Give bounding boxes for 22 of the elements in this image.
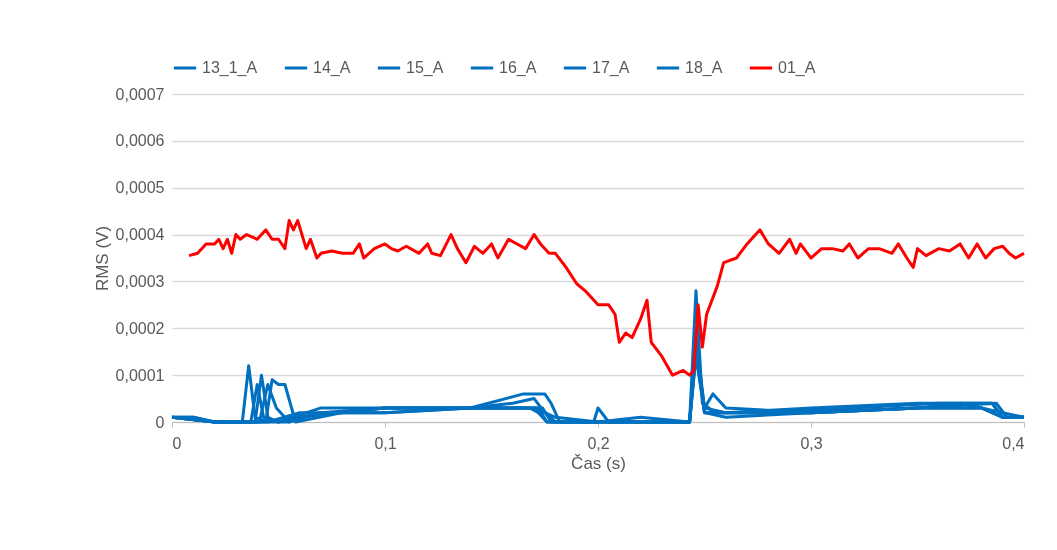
y-tick-label: 0,0006 xyxy=(115,132,165,150)
x-tick-label: 0 xyxy=(172,434,182,452)
y-axis-title: RMS (V) xyxy=(92,225,112,292)
legend-label: 01_A xyxy=(778,59,816,77)
legend-label: 15_A xyxy=(406,59,444,77)
x-axis-title: Čas (s) xyxy=(571,453,626,473)
y-tick-label: 0,0004 xyxy=(115,226,165,244)
x-tick-label: 0,2 xyxy=(587,434,610,452)
x-tick-label: 0,1 xyxy=(374,434,397,452)
legend-label: 18_A xyxy=(685,59,723,77)
legend-label: 17_A xyxy=(592,59,630,77)
legend-label: 16_A xyxy=(499,59,537,77)
y-tick-label: 0,0007 xyxy=(115,85,165,103)
y-tick-label: 0,0003 xyxy=(115,272,165,290)
y-tick-label: 0,0002 xyxy=(115,319,165,337)
x-tick-label: 0,3 xyxy=(800,434,823,452)
y-tick-label: 0 xyxy=(155,413,165,431)
legend-label: 14_A xyxy=(313,59,351,77)
y-tick-label: 0,0001 xyxy=(115,366,165,384)
y-tick-label: 0,0005 xyxy=(115,179,165,197)
legend-label: 13_1_A xyxy=(202,59,258,77)
x-tick-label: 0,4 xyxy=(1002,434,1025,452)
